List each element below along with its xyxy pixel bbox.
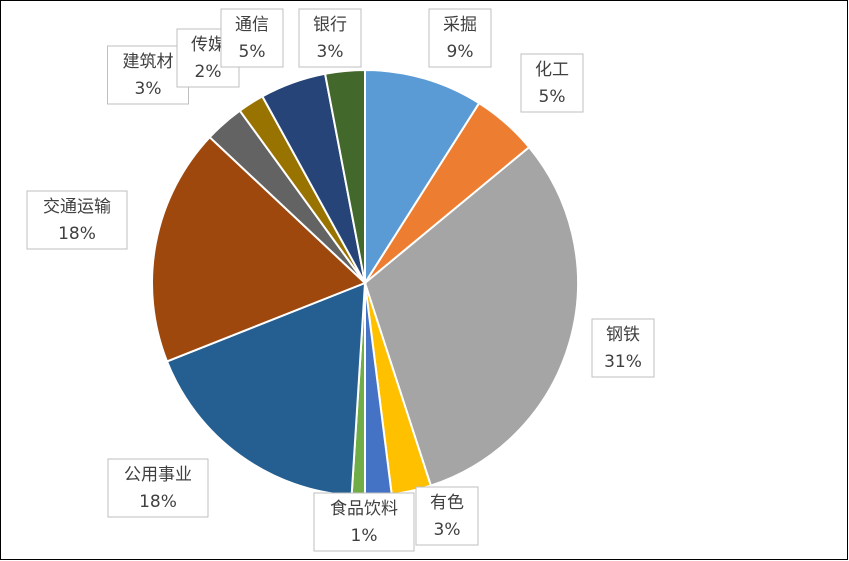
pie-slice xyxy=(323,68,366,284)
pie-slice xyxy=(364,68,481,287)
label-box xyxy=(26,190,128,250)
category-label: 公用事业 xyxy=(124,465,192,485)
category-label: 化工 xyxy=(535,60,569,80)
category-label: 交通运输 xyxy=(43,197,111,217)
label-box xyxy=(298,8,362,68)
label-box xyxy=(591,318,655,378)
value-label: 1% xyxy=(351,526,378,546)
label-box xyxy=(415,486,479,546)
category-label: 通信 xyxy=(235,15,269,35)
pie-slice xyxy=(151,135,367,363)
label-box xyxy=(107,45,189,105)
category-label: 有色 xyxy=(430,493,464,513)
value-label: 5% xyxy=(539,87,566,107)
value-label: 31% xyxy=(604,352,642,372)
category-label: 食品饮料 xyxy=(330,499,398,519)
value-label: 3% xyxy=(317,42,344,62)
category-label: 采掘 xyxy=(443,15,477,35)
value-label: 5% xyxy=(239,42,266,62)
value-label: 3% xyxy=(434,520,461,540)
value-label: 18% xyxy=(139,492,177,512)
category-label: 钢铁 xyxy=(606,325,640,345)
category-label: 建筑材 xyxy=(123,52,174,72)
label-box xyxy=(520,53,584,113)
label-box xyxy=(107,458,209,518)
category-label: 传媒 xyxy=(191,35,225,55)
value-label: 18% xyxy=(58,224,96,244)
label-box xyxy=(428,8,492,68)
value-label: 2% xyxy=(195,62,222,82)
label-box xyxy=(220,8,284,68)
value-label: 9% xyxy=(447,42,474,62)
label-box xyxy=(313,492,415,552)
category-label: 银行 xyxy=(313,15,347,35)
value-label: 3% xyxy=(135,79,162,99)
pie-slice xyxy=(363,145,579,487)
